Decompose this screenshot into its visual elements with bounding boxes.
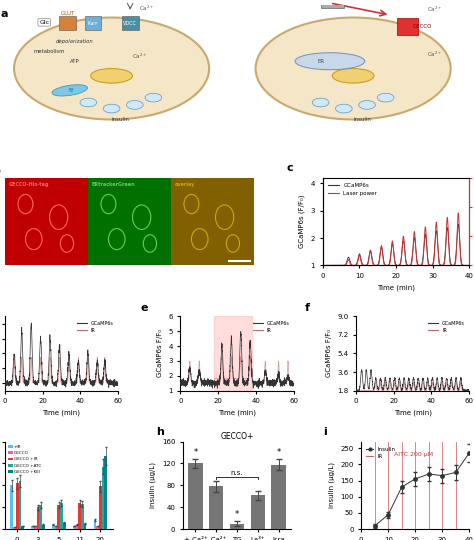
Bar bbox=[59, 16, 76, 30]
Text: K$_{ATP}$: K$_{ATP}$ bbox=[87, 19, 99, 28]
Text: *: * bbox=[235, 510, 239, 519]
Bar bbox=[10, 485, 13, 529]
Bar bbox=[188, 463, 203, 529]
Bar bbox=[73, 526, 75, 529]
Text: ≋: ≋ bbox=[67, 87, 73, 93]
Circle shape bbox=[103, 104, 120, 113]
Circle shape bbox=[359, 100, 375, 109]
Text: GECCO: GECCO bbox=[412, 24, 432, 29]
Text: h: h bbox=[156, 427, 164, 437]
Ellipse shape bbox=[14, 17, 209, 119]
Y-axis label: GCaMP6s F/F₀: GCaMP6s F/F₀ bbox=[326, 329, 331, 377]
Bar bbox=[101, 467, 104, 529]
Text: insulin: insulin bbox=[354, 117, 371, 122]
Text: e: e bbox=[141, 303, 148, 313]
Ellipse shape bbox=[255, 17, 451, 119]
Ellipse shape bbox=[52, 85, 88, 96]
Text: n.s.: n.s. bbox=[231, 469, 243, 476]
Bar bbox=[55, 526, 57, 529]
Text: depolarization: depolarization bbox=[55, 39, 93, 44]
Bar bbox=[57, 505, 60, 529]
Bar bbox=[18, 481, 21, 529]
Bar bbox=[171, 178, 254, 265]
Text: f: f bbox=[305, 303, 310, 313]
Legend: Insulin, IR: Insulin, IR bbox=[364, 444, 398, 462]
Text: ERtrackerGreen: ERtrackerGreen bbox=[92, 182, 136, 187]
Legend: GCaMP6s, IR: GCaMP6s, IR bbox=[251, 319, 291, 335]
Bar bbox=[250, 495, 265, 529]
Bar bbox=[16, 483, 18, 529]
Bar bbox=[85, 16, 101, 30]
Ellipse shape bbox=[332, 69, 374, 83]
Bar bbox=[214, 316, 252, 390]
Text: GLUT: GLUT bbox=[60, 11, 74, 16]
Y-axis label: GCaMP6s (F/F₀): GCaMP6s (F/F₀) bbox=[299, 195, 305, 248]
Bar bbox=[78, 503, 81, 529]
Circle shape bbox=[127, 100, 143, 109]
Bar bbox=[230, 524, 244, 529]
Circle shape bbox=[145, 93, 162, 102]
Text: ER: ER bbox=[317, 59, 324, 64]
Bar bbox=[5, 178, 88, 265]
Text: overlay: overlay bbox=[175, 182, 195, 187]
Bar bbox=[42, 525, 45, 529]
Bar bbox=[209, 487, 224, 529]
Bar bbox=[93, 521, 96, 529]
Bar bbox=[271, 464, 286, 529]
X-axis label: Time (min): Time (min) bbox=[393, 410, 432, 416]
Text: a: a bbox=[0, 9, 8, 19]
Bar bbox=[397, 17, 418, 35]
Text: *: * bbox=[193, 448, 198, 457]
Bar bbox=[99, 487, 101, 529]
Circle shape bbox=[80, 98, 97, 107]
Bar bbox=[39, 505, 42, 529]
Bar bbox=[88, 178, 171, 265]
Text: insulin: insulin bbox=[112, 117, 130, 122]
Text: Ca$^{2+}$: Ca$^{2+}$ bbox=[428, 49, 443, 59]
Legend: +IR, GECCO, GECCO +IR, GECCO +ATC, GECCO +KEI: +IR, GECCO, GECCO +IR, GECCO +ATC, GECCO… bbox=[7, 444, 43, 475]
Ellipse shape bbox=[91, 69, 132, 83]
Bar bbox=[122, 16, 138, 30]
Y-axis label: insulin (µg/L): insulin (µg/L) bbox=[328, 462, 335, 508]
Bar bbox=[31, 526, 34, 529]
Text: i: i bbox=[323, 427, 327, 437]
Text: c: c bbox=[286, 164, 293, 173]
Bar bbox=[63, 523, 65, 529]
Circle shape bbox=[312, 98, 329, 107]
Bar bbox=[60, 503, 63, 529]
Bar bbox=[81, 504, 83, 529]
Bar bbox=[83, 524, 86, 529]
Bar bbox=[104, 456, 107, 529]
X-axis label: Time (min): Time (min) bbox=[42, 410, 81, 416]
Legend: GCaMP6s, IR: GCaMP6s, IR bbox=[427, 319, 467, 335]
Legend: GCaMP6s, Laser power: GCaMP6s, Laser power bbox=[326, 180, 379, 198]
Bar bbox=[96, 526, 99, 529]
Bar bbox=[13, 527, 16, 529]
Text: Ca$^{2+}$: Ca$^{2+}$ bbox=[428, 4, 443, 14]
Text: metabolism: metabolism bbox=[33, 49, 64, 54]
Bar bbox=[36, 507, 39, 529]
Circle shape bbox=[336, 104, 352, 113]
Text: Ca$^{2+}$: Ca$^{2+}$ bbox=[139, 4, 155, 13]
Circle shape bbox=[377, 93, 394, 102]
Text: ATP: ATP bbox=[70, 59, 79, 64]
Text: *: * bbox=[276, 448, 281, 457]
Bar bbox=[320, 2, 344, 8]
Title: GECCO+: GECCO+ bbox=[220, 432, 254, 441]
Text: AITC 200 µM: AITC 200 µM bbox=[393, 452, 433, 457]
X-axis label: Time (min): Time (min) bbox=[377, 285, 415, 291]
X-axis label: Time (min): Time (min) bbox=[218, 410, 256, 416]
Bar bbox=[21, 526, 24, 529]
Bar bbox=[34, 526, 36, 529]
Legend: GCaMP6s, IR: GCaMP6s, IR bbox=[75, 319, 116, 335]
Text: Glc: Glc bbox=[39, 20, 49, 25]
Text: GECCO-His-tag: GECCO-His-tag bbox=[9, 182, 49, 187]
Y-axis label: insulin (µg/L): insulin (µg/L) bbox=[150, 462, 156, 508]
Bar bbox=[75, 525, 78, 529]
Ellipse shape bbox=[295, 53, 365, 70]
Y-axis label: GCaMP6s F/F₀: GCaMP6s F/F₀ bbox=[156, 329, 163, 377]
Text: VDCC: VDCC bbox=[123, 21, 137, 25]
Text: Ca$^{2+}$: Ca$^{2+}$ bbox=[132, 52, 147, 61]
Bar bbox=[52, 525, 55, 529]
